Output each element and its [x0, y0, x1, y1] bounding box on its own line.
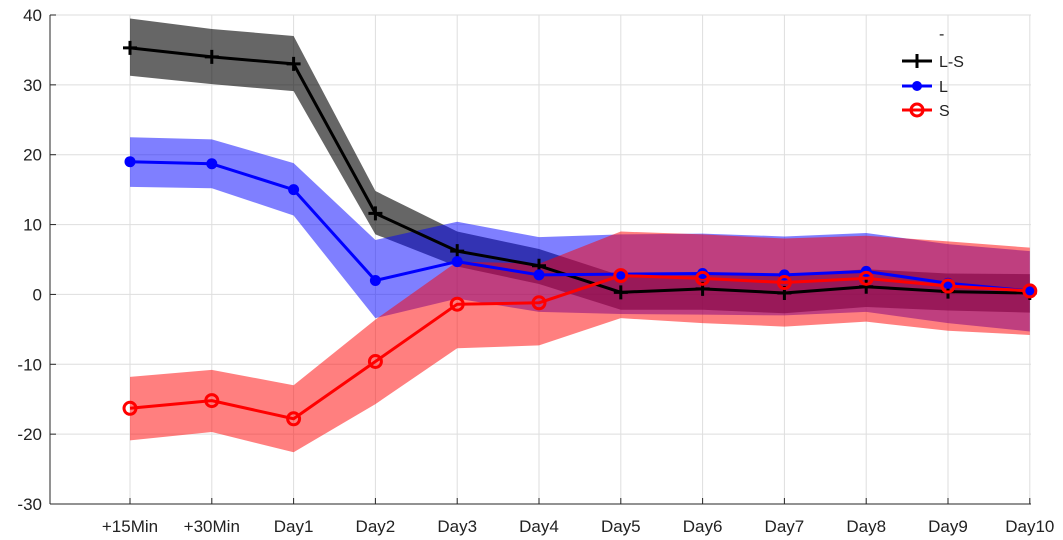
legend-extra-label: - — [939, 26, 944, 43]
point-l — [206, 158, 218, 170]
line-l-s — [129, 46, 1030, 295]
point-s — [1022, 283, 1038, 299]
point-l — [1024, 285, 1036, 297]
x-tick-label: Day9 — [928, 517, 968, 536]
point-s — [367, 353, 383, 369]
y-tick-label: 0 — [33, 285, 42, 304]
point-l-s — [613, 285, 628, 300]
point-s — [695, 270, 711, 286]
y-tick-label: 20 — [23, 146, 42, 165]
y-tick-label: 10 — [23, 216, 42, 235]
point-s — [449, 296, 465, 312]
band-s — [130, 231, 1030, 453]
point-l-s — [859, 279, 874, 294]
point-l-s — [204, 49, 219, 64]
legend-marker-l-s — [910, 54, 924, 68]
y-tick-labels: -30 -20 -10 0 10 20 30 40 — [17, 6, 42, 514]
point-l-s — [123, 40, 137, 55]
y-tick-label: -30 — [17, 495, 42, 514]
point-s — [940, 278, 956, 294]
x-tick-label: Day2 — [356, 517, 396, 536]
point-s — [204, 393, 220, 409]
y-tick-label: 40 — [23, 6, 42, 25]
point-l-s — [368, 206, 383, 221]
point-l — [124, 156, 136, 168]
point-s — [613, 268, 629, 284]
point-l — [451, 256, 463, 268]
point-l-s — [286, 56, 301, 71]
line-s — [129, 274, 1030, 421]
y-tick-label: 30 — [23, 76, 42, 95]
x-tick-labels: +15Min +30Min Day1 Day2 Day3 Day4 Day5 Day6 Day7… — [102, 517, 1054, 536]
legend-marker-l — [912, 81, 922, 91]
x-tick-label: +30Min — [184, 517, 240, 536]
legend-label-l-s: L-S — [939, 54, 964, 71]
y-tick-label: -10 — [17, 355, 42, 374]
x-tick-label: Day7 — [765, 517, 805, 536]
point-s — [776, 275, 792, 291]
point-l-s — [450, 244, 465, 259]
legend-marker-s — [909, 102, 925, 118]
x-tick-label: Day6 — [683, 517, 723, 536]
axes — [49, 14, 1031, 505]
legend-label-l: L — [939, 79, 948, 96]
x-tick-label: Day4 — [519, 517, 559, 536]
series-lines — [129, 46, 1030, 421]
point-s — [286, 411, 302, 427]
x-tick-label: Day10 — [1005, 517, 1054, 536]
x-tick-label: Day5 — [601, 517, 641, 536]
x-tick-label: Day1 — [274, 517, 314, 536]
point-l — [369, 274, 381, 286]
legend: - L-S L S — [902, 26, 964, 120]
x-tick-label: Day8 — [846, 517, 886, 536]
series-markers — [122, 40, 1038, 427]
x-tick-label: +15Min — [102, 517, 158, 536]
point-s — [858, 270, 874, 286]
point-s — [122, 400, 138, 416]
legend-label-s: S — [939, 103, 950, 120]
point-l — [288, 184, 300, 196]
point-s — [531, 295, 547, 311]
line-l — [129, 160, 1030, 293]
x-tick-label: Day3 — [437, 517, 477, 536]
point-l — [533, 269, 545, 281]
y-tick-label: -20 — [17, 425, 42, 444]
